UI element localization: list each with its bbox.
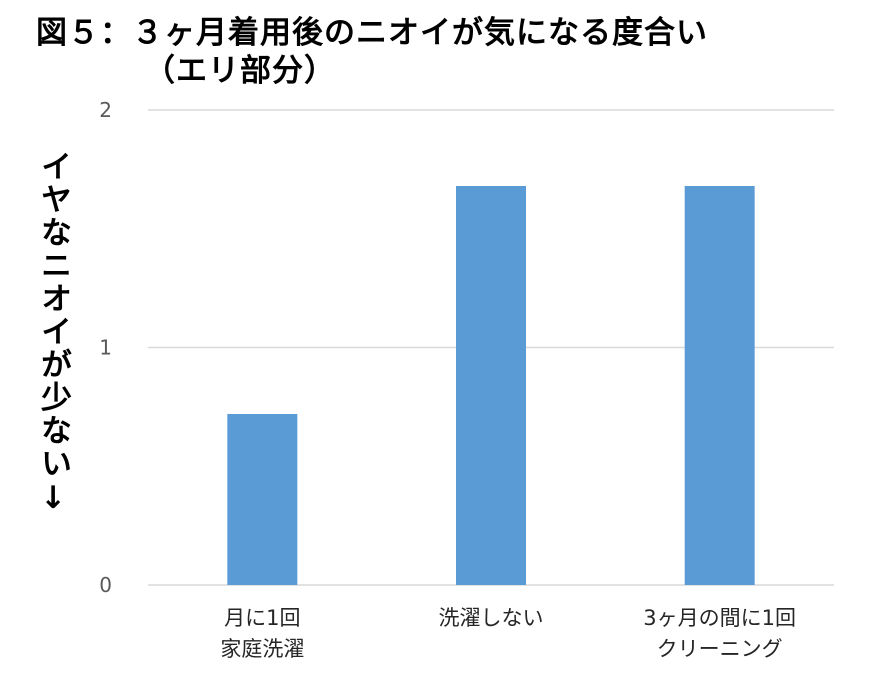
chart-title-line1: 図５：３ヶ月着用後のニオイが気になる度合い — [36, 15, 708, 51]
y-axis-label: イヤなニオイが少ない↓ — [35, 150, 71, 518]
category-label-2: 洗濯しない — [439, 606, 544, 630]
category-label-3: 3ヶ月の間に1回 — [643, 606, 796, 630]
category-label-3: クリーニング — [657, 637, 783, 661]
category-label-1: 家庭洗濯 — [220, 637, 304, 661]
chart-title: 図５：３ヶ月着用後のニオイが気になる度合い （エリ部分） — [36, 14, 856, 90]
y-tick-label: 2 — [99, 98, 112, 122]
y-tick-layer: 0 1 2 — [99, 98, 112, 597]
y-tick-label: 1 — [99, 336, 112, 360]
bar-1 — [227, 414, 298, 585]
y-tick-label: 0 — [99, 573, 112, 597]
chart-title-line2: （エリ部分） — [144, 53, 336, 89]
bar-2 — [456, 186, 526, 585]
bar-layer — [227, 186, 755, 585]
category-label-1: 月に1回 — [224, 606, 300, 630]
bar-3 — [684, 186, 755, 585]
